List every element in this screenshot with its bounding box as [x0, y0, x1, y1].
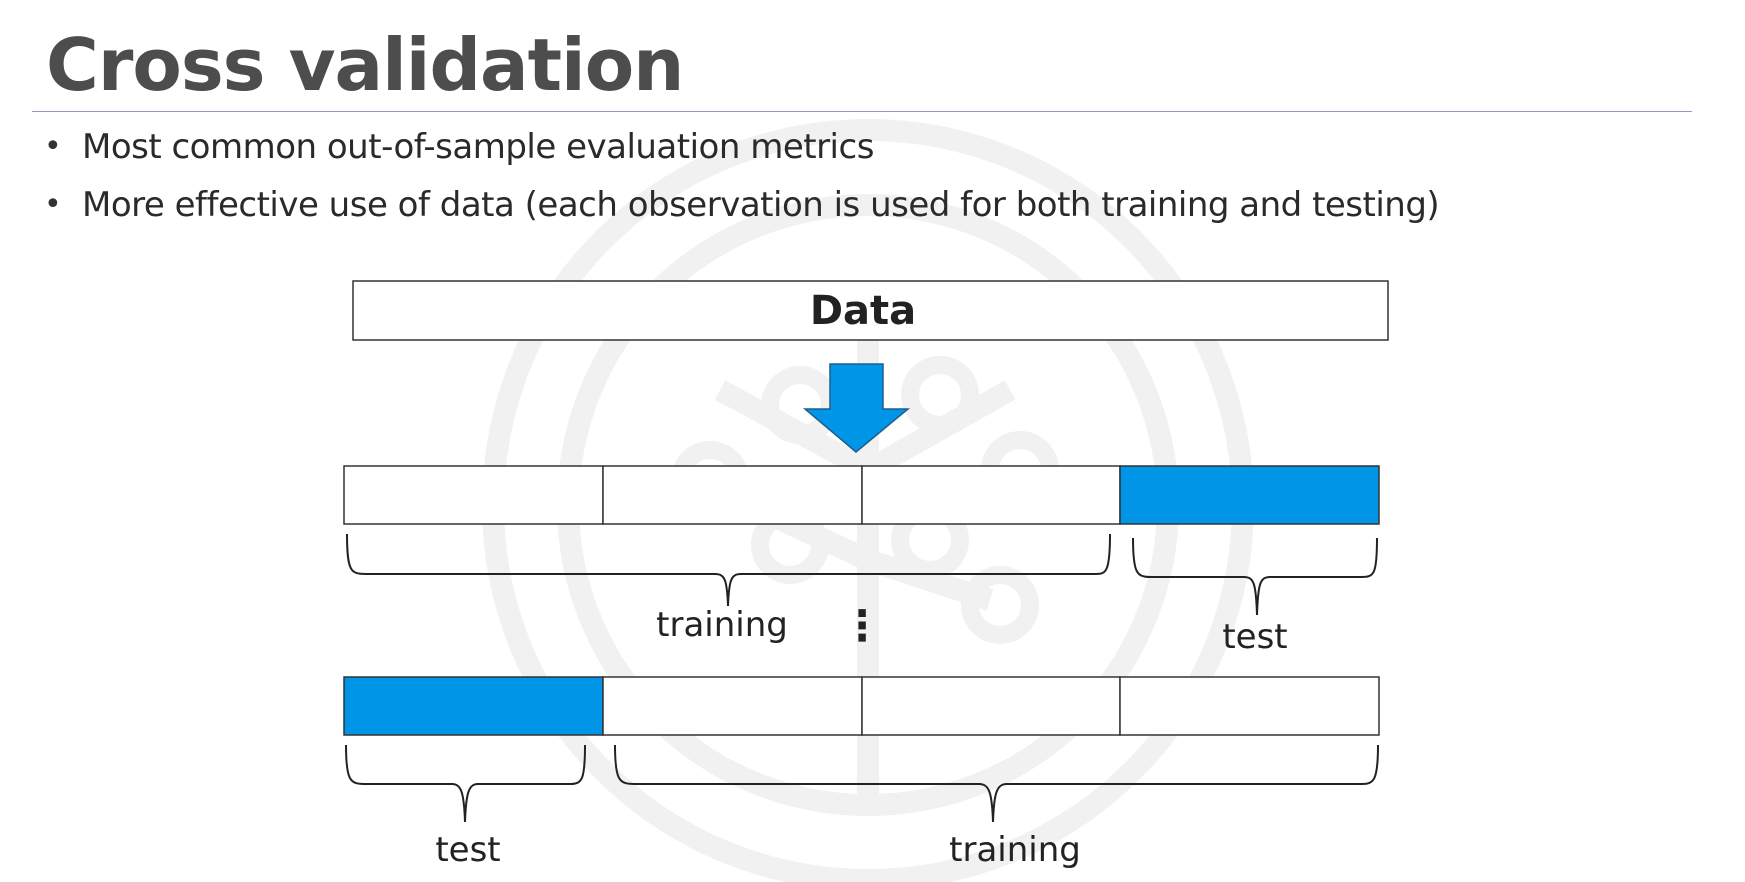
training-label: training [949, 830, 1081, 870]
test-brace [345, 744, 586, 823]
slide-title: Cross validation [46, 23, 684, 107]
fold-cell [602, 676, 863, 736]
fold-row-1 [343, 465, 1380, 525]
bullet-marker: • [44, 187, 62, 222]
test-fold-cell [343, 676, 604, 736]
title-divider [32, 111, 1692, 112]
fold-cell [861, 676, 1121, 736]
fold-row-2 [343, 676, 1380, 736]
fold-cell [602, 465, 863, 525]
bullet-text: Most common out-of-sample evaluation met… [82, 127, 874, 167]
data-box [352, 280, 1389, 341]
test-label: test [435, 830, 500, 870]
training-brace [346, 533, 1111, 607]
bullet-text: More effective use of data (each observa… [82, 185, 1440, 225]
test-brace [1132, 537, 1378, 616]
fold-cell [343, 465, 604, 525]
test-fold-cell [1119, 465, 1380, 525]
training-label: training [656, 605, 788, 645]
down-arrow-icon [802, 363, 911, 453]
bullet-marker: • [44, 129, 62, 164]
fold-cell [1119, 676, 1380, 736]
data-label: Data [810, 288, 916, 334]
ellipsis-label: ⋮ [841, 601, 883, 650]
test-label: test [1222, 617, 1287, 657]
fold-cell [861, 465, 1121, 525]
training-brace [614, 744, 1379, 823]
